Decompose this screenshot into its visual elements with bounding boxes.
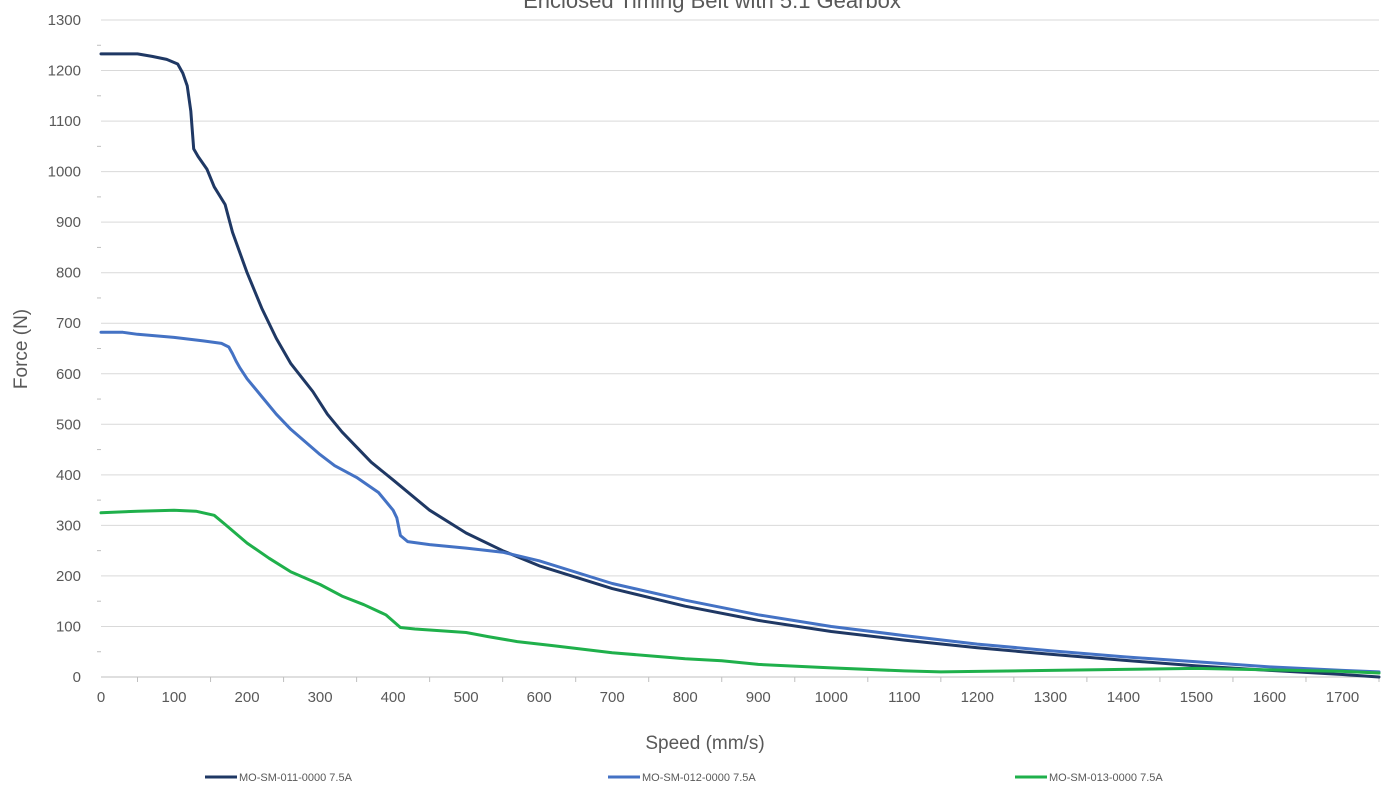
y-tick-label: 0: [73, 669, 81, 686]
x-tick-label: 1000: [815, 689, 848, 706]
axes: [97, 44, 1380, 682]
chart-title: Enclosed Timing Belt with 5:1 Gearbox: [523, 0, 901, 13]
y-tick-labels: 0 100 200 300 400 500 600 700 800 900 1000 1100 1200…: [48, 12, 81, 686]
legend: MO-SM-011-0000 7.5A MO-SM-012-0000 7.5A MO…: [205, 772, 1163, 784]
x-tick-label: 800: [673, 689, 698, 706]
x-tick-label: 1100: [888, 689, 920, 706]
y-tick-label: 1300: [48, 12, 81, 29]
x-tick-label: 1600: [1253, 689, 1286, 706]
y-tick-label: 200: [56, 568, 81, 585]
y-tick-label: 400: [56, 467, 81, 484]
y-tick-label: 1000: [48, 164, 81, 181]
y-tick-label: 900: [56, 214, 81, 231]
series-lines: [99, 52, 1381, 679]
legend-label-2: MO-SM-012-0000 7.5A: [642, 772, 756, 784]
x-tick-label: 500: [454, 689, 479, 706]
gridlines: [101, 19, 1379, 627]
y-tick-label: 1100: [49, 113, 81, 130]
y-tick-label: 500: [56, 416, 81, 433]
x-tick-label: 0: [97, 689, 105, 706]
x-tick-label: 300: [308, 689, 333, 706]
x-tick-label: 600: [527, 689, 552, 706]
x-tick-label: 1500: [1180, 689, 1213, 706]
y-tick-label: 100: [56, 618, 81, 635]
x-tick-label: 1400: [1107, 689, 1140, 706]
series-line-3: [99, 508, 1381, 675]
series-line-1: [99, 52, 1381, 679]
y-tick-label: 300: [56, 517, 81, 534]
x-tick-label: 900: [746, 689, 771, 706]
y-axis-title: Force (N): [11, 309, 32, 389]
x-tick-label: 1200: [961, 689, 994, 706]
x-tick-label: 1700: [1326, 689, 1359, 706]
y-tick-label: 1200: [48, 63, 81, 80]
y-tick-label: 600: [56, 366, 81, 383]
x-tick-label: 400: [381, 689, 406, 706]
y-tick-label: 700: [56, 315, 81, 332]
x-tick-label: 700: [600, 689, 625, 706]
legend-label-1: MO-SM-011-0000 7.5A: [239, 772, 353, 784]
x-tick-label: 100: [162, 689, 187, 706]
y-tick-label: 800: [56, 265, 81, 282]
x-axis-title: Speed (mm/s): [645, 733, 764, 754]
series-line-2: [99, 330, 1381, 674]
x-tick-labels: 0 100 200 300 400 500 600 700 800 900 1000 1100 1200…: [97, 689, 1359, 706]
x-tick-label: 1300: [1034, 689, 1067, 706]
legend-label-3: MO-SM-013-0000 7.5A: [1049, 772, 1163, 784]
x-tick-label: 200: [235, 689, 260, 706]
